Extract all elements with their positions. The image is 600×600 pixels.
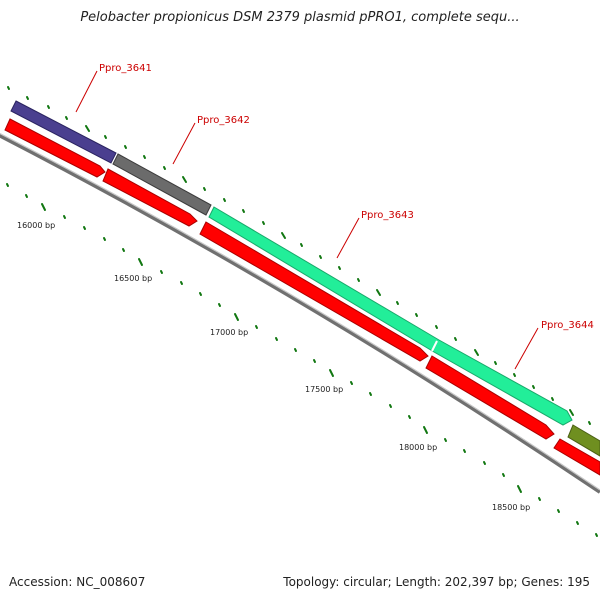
cds-track bbox=[4, 118, 600, 476]
bp-label-18500: 18500 bp bbox=[492, 503, 530, 512]
bp-label-17000: 17000 bp bbox=[210, 328, 248, 337]
gene-label-ppro-3641[interactable]: Ppro_3641 bbox=[99, 63, 152, 74]
cds-arrow-3[interactable] bbox=[199, 221, 429, 362]
gene-label-ppro-3644[interactable]: Ppro_3644 bbox=[541, 320, 594, 331]
cds-arrow-5[interactable] bbox=[553, 438, 600, 476]
cds-arrow-4[interactable] bbox=[425, 355, 555, 440]
accession-text: Accession: NC_008607 bbox=[9, 575, 146, 589]
cds-arrow-1[interactable] bbox=[4, 118, 106, 178]
map-title: Pelobacter propionicus DSM 2379 plasmid … bbox=[80, 10, 520, 25]
topology-summary: Topology: circular; Length: 202,397 bp; … bbox=[283, 575, 590, 589]
backbone-line bbox=[0, 133, 600, 494]
outer-tick-row bbox=[7, 86, 591, 425]
gene-leader-lines bbox=[75, 70, 539, 370]
bp-label-18000: 18000 bp bbox=[399, 443, 437, 452]
cds-arrow-2[interactable] bbox=[102, 168, 198, 227]
gene-bar-ppro-3641[interactable] bbox=[10, 100, 117, 164]
gene-bar-ppro-3643[interactable] bbox=[208, 206, 573, 426]
gene-label-ppro-3642[interactable]: Ppro_3642 bbox=[197, 115, 250, 126]
gene-label-ppro-3643[interactable]: Ppro_3643 bbox=[361, 210, 414, 221]
bp-label-17500: 17500 bp bbox=[305, 385, 343, 394]
gene-bar-ppro-3644[interactable] bbox=[567, 424, 600, 457]
bp-label-16000: 16000 bp bbox=[17, 221, 55, 230]
gene-track bbox=[10, 100, 600, 457]
gene-bar-ppro-3642[interactable] bbox=[112, 153, 212, 216]
bp-label-16500: 16500 bp bbox=[114, 274, 152, 283]
inner-tick-row bbox=[6, 183, 598, 537]
